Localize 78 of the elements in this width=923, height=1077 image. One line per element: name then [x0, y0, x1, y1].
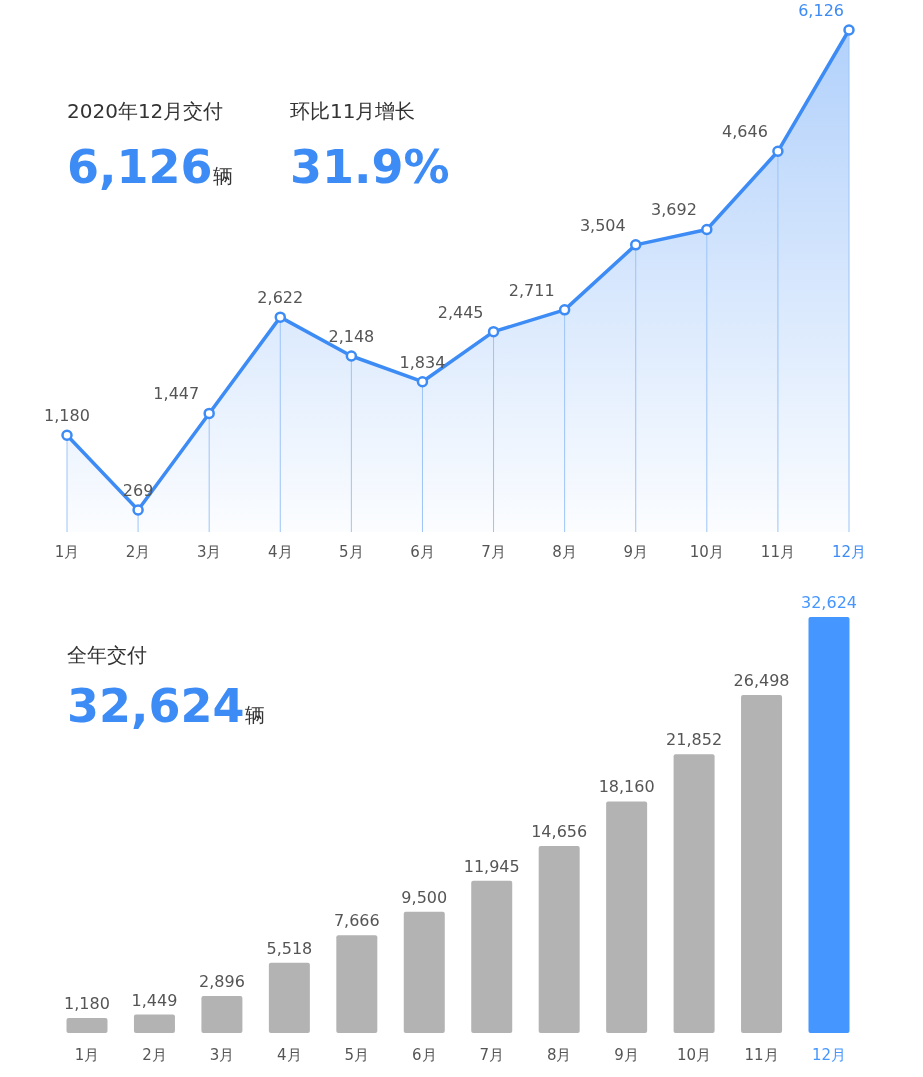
- x-tick-label: 1月: [54, 543, 80, 561]
- x-tick-label: 4月: [268, 543, 293, 561]
- x-tick-label: 7月: [481, 543, 506, 561]
- data-label: 26,498: [733, 671, 790, 691]
- data-label: 2,711: [508, 280, 555, 300]
- x-tick-label: 4月: [277, 1046, 302, 1064]
- x-tick-label: 6月: [412, 1046, 437, 1064]
- x-tick-label: 3月: [196, 543, 222, 561]
- data-label: 9,500: [401, 887, 448, 907]
- x-tick-label: 10月: [677, 1046, 712, 1064]
- x-tick-label: 7月: [479, 1046, 504, 1064]
- x-tick-label: 5月: [344, 1046, 370, 1064]
- data-label: 3,692: [651, 200, 697, 220]
- point: [558, 304, 571, 316]
- data-label: 32,624: [801, 593, 857, 612]
- annotation: 环比11月增长: [290, 99, 416, 123]
- x-tick-label: 8月: [552, 543, 577, 561]
- bar: [741, 695, 783, 1033]
- point: [416, 375, 429, 388]
- x-tick-label: 11月: [760, 543, 795, 561]
- data-label: 1,180: [64, 993, 110, 1013]
- annotation: 全年交付: [67, 643, 147, 667]
- x-tick-label: 5月: [339, 543, 364, 561]
- point: [487, 325, 500, 338]
- bar: [66, 1017, 108, 1033]
- x-tick-label: 6月: [410, 543, 435, 561]
- annotation: 31.9%: [290, 140, 450, 194]
- x-tick-label: 1月: [74, 1046, 100, 1064]
- bar: [201, 996, 243, 1033]
- bar: [538, 846, 580, 1033]
- bar: [268, 962, 310, 1033]
- point: [772, 145, 784, 158]
- x-tick-label: 12月: [831, 543, 867, 561]
- point: [132, 504, 144, 516]
- data-label: 6,126: [798, 1, 844, 20]
- annotation: 2020年12月交付: [67, 99, 224, 123]
- point: [203, 407, 215, 420]
- x-tick-label: 11月: [744, 1046, 779, 1064]
- x-tick-label: 12月: [811, 1046, 847, 1064]
- x-tick-label: 3月: [209, 1046, 235, 1064]
- point: [61, 429, 73, 442]
- data-label: 5,518: [266, 938, 313, 958]
- data-label: 21,852: [666, 730, 723, 750]
- data-label: 18,160: [598, 777, 655, 797]
- x-tick-label: 8月: [546, 1046, 572, 1064]
- bar: [403, 911, 445, 1033]
- bar: [673, 754, 715, 1033]
- bar: [808, 617, 850, 1033]
- data-label: 1,180: [44, 406, 90, 426]
- x-tick-label: 2月: [142, 1046, 167, 1064]
- point: [701, 223, 713, 236]
- annotation: 6,126辆: [67, 140, 233, 194]
- data-label: 1,834: [399, 352, 446, 372]
- data-label: 2,896: [199, 972, 245, 992]
- point: [274, 311, 287, 323]
- point: [843, 24, 855, 36]
- point: [629, 239, 642, 251]
- data-label: 4,646: [722, 122, 768, 142]
- annotation: 32,624辆: [67, 679, 265, 733]
- data-label: 2,148: [328, 326, 375, 346]
- bar: [606, 801, 648, 1033]
- x-tick-label: 10月: [689, 543, 724, 561]
- point: [345, 350, 358, 362]
- data-label: 269: [122, 480, 154, 500]
- bar: [471, 880, 513, 1033]
- data-label: 7,666: [333, 911, 380, 931]
- data-label: 3,504: [579, 215, 626, 235]
- data-label: 1,447: [153, 384, 200, 404]
- data-label: 14,656: [531, 822, 588, 842]
- bar: [133, 1014, 175, 1033]
- x-tick-label: 9月: [623, 543, 648, 561]
- bar: [336, 935, 378, 1033]
- x-tick-label: 2月: [125, 543, 151, 561]
- data-label: 2,622: [257, 288, 304, 308]
- data-label: 11,945: [463, 856, 520, 876]
- data-label: 2,445: [437, 302, 484, 322]
- data-label: 1,449: [131, 990, 178, 1010]
- x-tick-label: 9月: [614, 1046, 639, 1064]
